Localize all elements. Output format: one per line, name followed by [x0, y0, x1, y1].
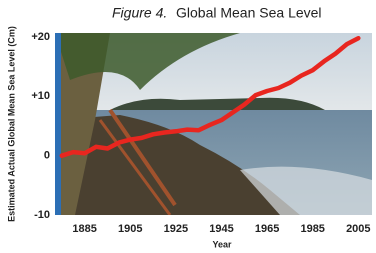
y-tick-label: 0 [44, 150, 50, 162]
figure-label: Figure 4. [112, 5, 167, 21]
x-tick-label: 1925 [164, 223, 188, 235]
y-axis-label: Estimated Actual Global Mean Sea Level (… [6, 26, 16, 222]
chart-title: Global Mean Sea Level [176, 5, 322, 21]
y-tick-label: +10 [31, 90, 50, 102]
y-tick-label: -10 [34, 209, 50, 221]
x-tick-label: 2005 [346, 223, 370, 235]
x-tick-label: 1965 [255, 223, 279, 235]
x-tick-label: 1945 [209, 223, 233, 235]
x-tick-label: 1885 [72, 223, 96, 235]
x-axis-label: Year [212, 239, 232, 249]
x-tick-label: 1905 [118, 223, 142, 235]
y-tick-label: +20 [31, 31, 50, 43]
chart: Figure 4. Global Mean Sea Level Estimate… [0, 0, 376, 253]
x-tick-label: 1985 [300, 223, 324, 235]
